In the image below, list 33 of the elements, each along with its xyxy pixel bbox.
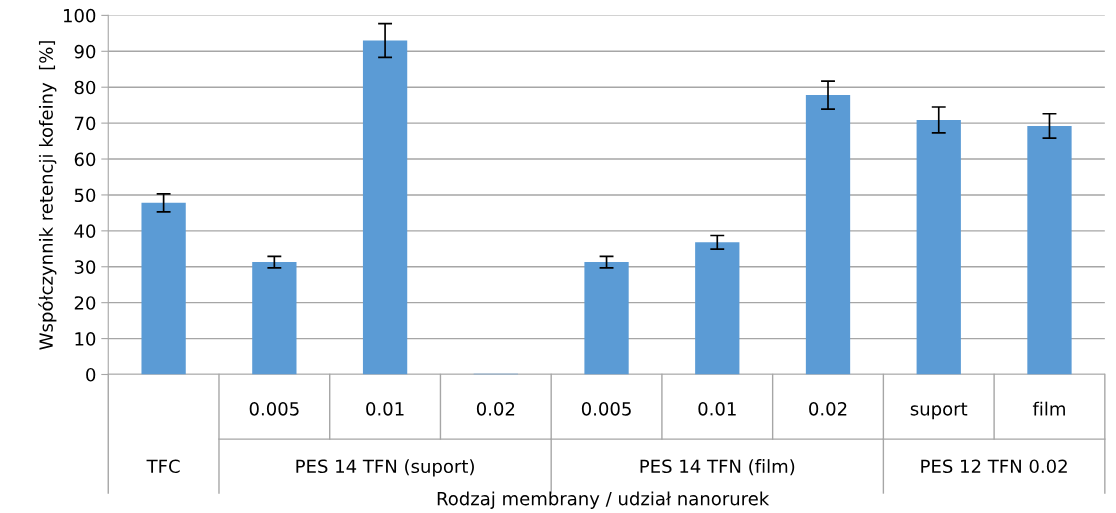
y-tick-label: 40 [74, 224, 96, 238]
bar [252, 262, 297, 375]
y-axis-title: Współczynnik retencji kofeiny [%] [38, 41, 57, 350]
bar [362, 40, 408, 375]
text: PES 12 TFN 0.02 [921, 459, 1067, 474]
x-tick-label: film [1032, 401, 1065, 416]
y-tick-label: 80 [74, 80, 96, 95]
x-tick-label: 0.02 [476, 401, 515, 416]
y-tick-label: 0 [86, 367, 96, 382]
y-tick-label: 90 [74, 44, 96, 59]
y-tick-label: 10 [75, 332, 96, 346]
x-tick-label: 0.005 [249, 401, 299, 416]
text: PES 14 TFN (film) [640, 459, 795, 476]
bar [805, 95, 851, 375]
x-tick-label: 0.01 [698, 401, 736, 416]
bar [916, 119, 961, 375]
bar [1027, 125, 1072, 375]
y-tick-label: 50 [74, 188, 96, 203]
y-tick-label: 20 [74, 296, 96, 310]
y-tick-label: 60 [74, 152, 96, 167]
bar [695, 242, 740, 375]
text: PES 14 TFN (suport) [296, 459, 474, 477]
bar [584, 262, 629, 375]
y-tick-label: 100 [63, 8, 96, 23]
x-tick-label: suport [910, 402, 968, 420]
bar [141, 202, 186, 375]
y-tick-label: 70 [74, 116, 96, 131]
text: TFC [146, 459, 180, 474]
y-tick-label: 30 [74, 260, 96, 274]
x-axis-title: Rodzaj membrany / udział nanorurek [437, 491, 770, 509]
x-tick-label: 0.005 [581, 401, 631, 416]
x-tick-label: 0.02 [809, 401, 847, 416]
x-tick-label: 0.01 [366, 401, 404, 416]
